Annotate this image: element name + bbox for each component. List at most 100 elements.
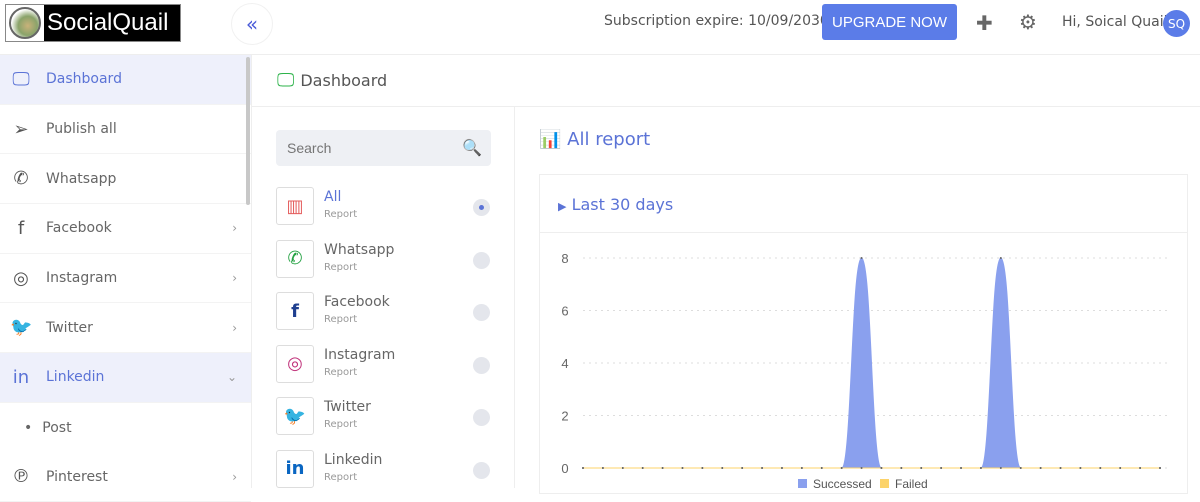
data-point [582, 467, 584, 469]
sidebar-item-label: Post [42, 420, 71, 436]
sidebar-item-instagram[interactable]: ◎Instagram› [0, 254, 251, 304]
monitor-icon: 🖵 [277, 70, 294, 91]
report-title: 📊 All report [539, 129, 650, 150]
report-item-name: Twitter [324, 399, 371, 415]
data-point [940, 467, 942, 469]
radio-button[interactable] [473, 357, 490, 374]
data-point [741, 467, 743, 469]
y-tick-label: 6 [561, 304, 568, 319]
legend-label[interactable]: Failed [895, 477, 928, 491]
data-point [721, 467, 723, 469]
report-item-instagram[interactable]: ◎ Instagram Report [276, 345, 491, 385]
report-item-sub: Report [324, 262, 357, 273]
report-item-sub: Report [324, 367, 357, 378]
data-point [1040, 467, 1042, 469]
puzzle-icon[interactable]: ✚ [976, 11, 993, 35]
report-item-sub: Report [324, 314, 357, 325]
report-item-twitter[interactable]: 🐦 Twitter Report [276, 397, 491, 437]
whatsapp-icon: ✆ [276, 240, 314, 278]
data-point [1099, 467, 1101, 469]
quail-logo-icon [6, 5, 44, 41]
paper-plane-icon: ➢ [10, 119, 32, 140]
report-item-all[interactable]: ▥ All Report [276, 187, 491, 227]
data-point [1060, 467, 1062, 469]
radio-button[interactable] [473, 199, 490, 216]
period-label: Last 30 days [572, 195, 674, 214]
sidebar-subitem-post[interactable]: • Post [0, 403, 251, 453]
subscription-expiry: Subscription expire: 10/09/2030 [604, 13, 829, 29]
whatsapp-icon: ✆ [10, 168, 32, 189]
sidebar-item-pinterest[interactable]: ℗Pinterest› [0, 453, 251, 502]
report-item-facebook[interactable]: f Facebook Report [276, 292, 491, 332]
chevron-right-icon: › [232, 470, 237, 484]
all-icon: ▥ [276, 187, 314, 225]
chevron-down-icon: ⌄ [227, 370, 237, 384]
report-item-linkedin[interactable]: in Linkedin Report [276, 450, 491, 490]
data-point [841, 467, 843, 469]
report-item-name: Linkedin [324, 452, 382, 468]
y-tick-label: 8 [561, 251, 568, 266]
report-title-text: All report [567, 129, 650, 150]
radio-button[interactable] [473, 462, 490, 479]
chevron-right-icon: › [232, 271, 237, 285]
page-header: 🖵 Dashboard [252, 55, 1200, 107]
radio-button[interactable] [473, 304, 490, 321]
facebook-icon: f [276, 292, 314, 330]
period-toggle[interactable]: ▶ Last 30 days [540, 175, 1187, 233]
logo[interactable]: SocialQuail [5, 4, 181, 42]
radio-button[interactable] [473, 409, 490, 426]
twitter-icon: 🐦 [276, 397, 314, 435]
linkedin-icon: in [276, 450, 314, 488]
page-title: Dashboard [300, 71, 387, 90]
data-point [920, 467, 922, 469]
sidebar-item-publish-all[interactable]: ➢ Publish all [0, 105, 251, 155]
logo-text: SocialQuail [44, 5, 168, 41]
search-icon[interactable]: 🔍 [462, 138, 482, 157]
data-point [761, 467, 763, 469]
y-tick-label: 2 [561, 409, 568, 424]
data-point [781, 467, 783, 469]
sidebar-item-label: Dashboard [46, 71, 122, 87]
series-area-successed [583, 258, 1160, 468]
report-item-name: Whatsapp [324, 242, 394, 258]
data-point [861, 257, 863, 259]
search-input[interactable] [276, 130, 491, 166]
chevron-right-icon: › [232, 321, 237, 335]
data-point [880, 467, 882, 469]
radio-button[interactable] [473, 252, 490, 269]
chevron-right-icon: › [232, 221, 237, 235]
legend-label[interactable]: Successed [813, 477, 872, 491]
data-point [900, 467, 902, 469]
upgrade-now-button[interactable]: UPGRADE NOW [822, 4, 957, 40]
data-point [821, 467, 823, 469]
legend-swatch [798, 479, 807, 488]
sidebar-item-twitter[interactable]: 🐦Twitter› [0, 303, 251, 353]
sidebar-item-whatsapp[interactable]: ✆Whatsapp [0, 154, 251, 204]
sidebar-item-label: Publish all [46, 121, 117, 137]
sidebar-item-label: Instagram [46, 270, 117, 286]
bullet-icon: • [24, 420, 32, 436]
avatar[interactable]: SQ [1163, 10, 1190, 37]
collapse-sidebar-button[interactable]: « [231, 3, 273, 45]
report-item-sub: Report [324, 419, 357, 430]
report-item-sub: Report [324, 472, 357, 483]
report-item-name: Facebook [324, 294, 390, 310]
sidebar-item-label: Twitter [46, 320, 93, 336]
report-item-name: Instagram [324, 347, 395, 363]
gear-icon[interactable]: ⚙ [1019, 10, 1037, 34]
data-point [622, 467, 624, 469]
data-point [1000, 257, 1002, 259]
sidebar-item-label: Linkedin [46, 369, 104, 385]
user-greeting[interactable]: Hi, Soical Quail [1062, 14, 1168, 30]
sidebar-scrollbar[interactable] [246, 57, 250, 205]
data-point [642, 467, 644, 469]
sidebar-item-dashboard[interactable]: 🖵Dashboard [0, 55, 251, 105]
data-point [960, 467, 962, 469]
report-item-whatsapp[interactable]: ✆ Whatsapp Report [276, 240, 491, 280]
data-point [662, 467, 664, 469]
sidebar-item-label: Facebook [46, 220, 112, 236]
